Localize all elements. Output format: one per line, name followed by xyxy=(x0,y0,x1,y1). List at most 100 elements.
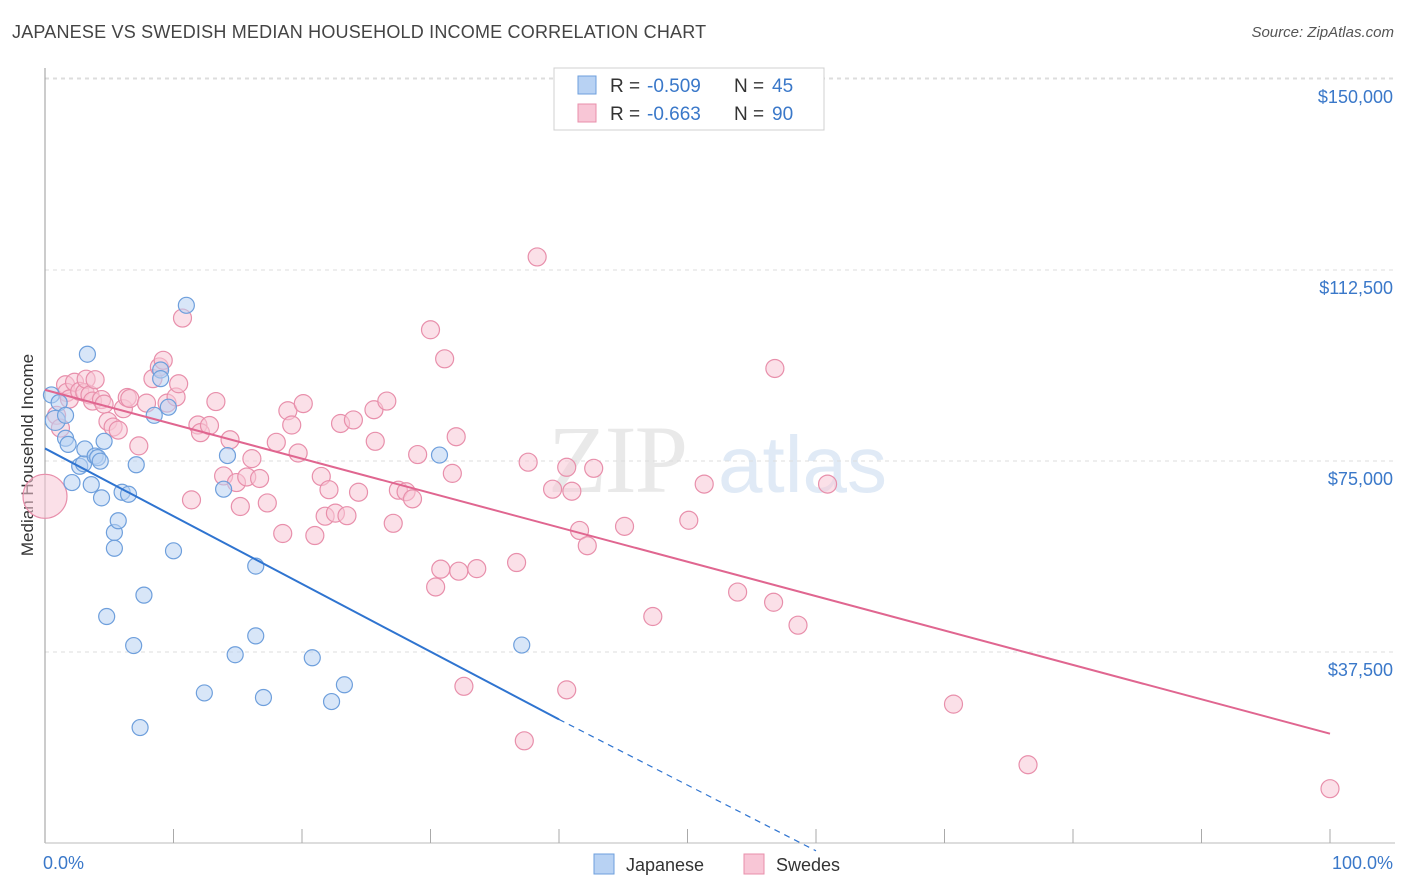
legend-r-label-japanese: R = xyxy=(610,76,640,97)
swedes-point xyxy=(206,391,226,412)
swedes-point xyxy=(542,479,563,499)
chart-title: JAPANESE VS SWEDISH MEDIAN HOUSEHOLD INC… xyxy=(12,22,707,42)
swedes-point xyxy=(108,420,128,440)
legend-n-value-japanese: 45 xyxy=(772,76,793,97)
bottom-legend-japanese-label: Japanese xyxy=(626,855,704,875)
y-tick-labels: $150,000 $112,500 $75,000 $37,500 xyxy=(1318,87,1393,680)
swedes-point xyxy=(435,349,455,369)
japanese-point xyxy=(91,452,109,470)
swedes-point xyxy=(442,463,462,483)
series-swedes-points xyxy=(22,247,1340,799)
swedes-point xyxy=(643,606,663,627)
swedes-point xyxy=(249,468,270,489)
swedes-point xyxy=(257,493,277,513)
swedes-point xyxy=(467,559,487,579)
swedes-point xyxy=(293,394,313,414)
japanese-point xyxy=(195,684,213,702)
swedes-point xyxy=(319,480,339,500)
watermark-atlas: atlas xyxy=(718,420,887,509)
japanese-point xyxy=(322,692,341,711)
japanese-point xyxy=(152,370,170,388)
japanese-point xyxy=(215,480,233,498)
swedes-point xyxy=(431,559,451,579)
swedes-point xyxy=(343,410,363,430)
japanese-point xyxy=(109,512,127,530)
legend-r-label-swedes: R = xyxy=(610,104,640,125)
japanese-point xyxy=(56,406,75,424)
series-japanese-points xyxy=(42,296,531,737)
swedes-point xyxy=(273,523,293,544)
swedes-point xyxy=(22,473,68,519)
japanese-point xyxy=(247,627,265,645)
x-tick-label-min: 0.0% xyxy=(43,853,84,873)
bottom-legend-swedes-swatch xyxy=(743,853,765,875)
swedes-point xyxy=(562,481,582,501)
swedes-point xyxy=(288,443,308,463)
x-tick-labels: 0.0% 100.0% xyxy=(43,853,1393,873)
swedes-point xyxy=(454,676,474,696)
bottom-legend: Japanese Swedes xyxy=(593,853,840,875)
legend-n-label-japanese: N = xyxy=(734,76,764,97)
bottom-legend-swedes-label: Swedes xyxy=(776,855,840,875)
swedes-point xyxy=(943,694,964,714)
swedes-point xyxy=(728,582,748,602)
swedes-point xyxy=(365,431,385,451)
y-axis-label: Median Household Income xyxy=(18,354,37,556)
swedes-point xyxy=(614,516,635,536)
swedes-point xyxy=(305,525,325,546)
swedes-point xyxy=(348,482,369,502)
swedes-point xyxy=(506,552,527,573)
swedes-point xyxy=(788,615,808,635)
japanese-point xyxy=(98,607,116,626)
swedes-point xyxy=(420,320,441,340)
swedes-point xyxy=(230,496,250,517)
swedes-point xyxy=(446,427,466,447)
japanese-point xyxy=(78,345,97,363)
legend-swedes-swatch xyxy=(577,103,597,123)
japanese-point xyxy=(95,432,113,450)
legend-box: R = -0.509 N = 45 R = -0.663 N = 90 xyxy=(553,67,825,131)
swedes-point xyxy=(242,449,262,469)
swedes-point xyxy=(527,247,547,267)
trend-lines xyxy=(44,388,1331,852)
y-tick-label: $112,500 xyxy=(1319,278,1393,298)
japanese-point xyxy=(226,646,244,664)
swedes-point xyxy=(402,489,423,509)
japanese-point xyxy=(513,636,531,654)
japanese-point xyxy=(63,473,81,492)
source-label: Source: ZipAtlas.com xyxy=(1251,24,1394,41)
japanese-point xyxy=(125,636,143,655)
legend-japanese-swatch xyxy=(577,75,597,95)
swedes-point xyxy=(557,680,577,700)
swedes-point xyxy=(763,592,784,612)
swedes-point xyxy=(817,474,838,494)
swedes-point xyxy=(765,358,785,379)
japanese-point xyxy=(254,688,273,707)
swedes-point xyxy=(408,444,428,465)
swedes-point xyxy=(337,506,357,526)
legend-r-value-japanese: -0.509 xyxy=(647,76,701,97)
y-tick-label: $75,000 xyxy=(1328,469,1393,489)
japanese-point xyxy=(131,718,149,737)
axes xyxy=(44,68,1395,844)
swedes-point xyxy=(557,457,577,477)
japanese-point xyxy=(430,446,449,464)
swedes-point xyxy=(1320,779,1340,799)
swedes-point xyxy=(169,374,189,394)
watermark: ZIP atlas xyxy=(548,406,887,513)
swedes-point xyxy=(1018,755,1038,775)
swedes-point xyxy=(377,391,397,411)
japanese-trend-line-extension xyxy=(558,718,817,852)
swedes-point xyxy=(694,474,714,494)
swedes-point xyxy=(181,490,202,510)
japanese-point xyxy=(82,476,100,494)
japanese-point xyxy=(218,446,237,465)
swedes-point xyxy=(584,458,604,478)
japanese-point xyxy=(135,586,153,604)
swedes-point xyxy=(266,432,286,452)
bottom-legend-japanese-swatch xyxy=(593,853,615,875)
swedes-point xyxy=(577,536,597,556)
japanese-point xyxy=(127,456,145,474)
legend-n-value-swedes: 90 xyxy=(772,104,793,125)
